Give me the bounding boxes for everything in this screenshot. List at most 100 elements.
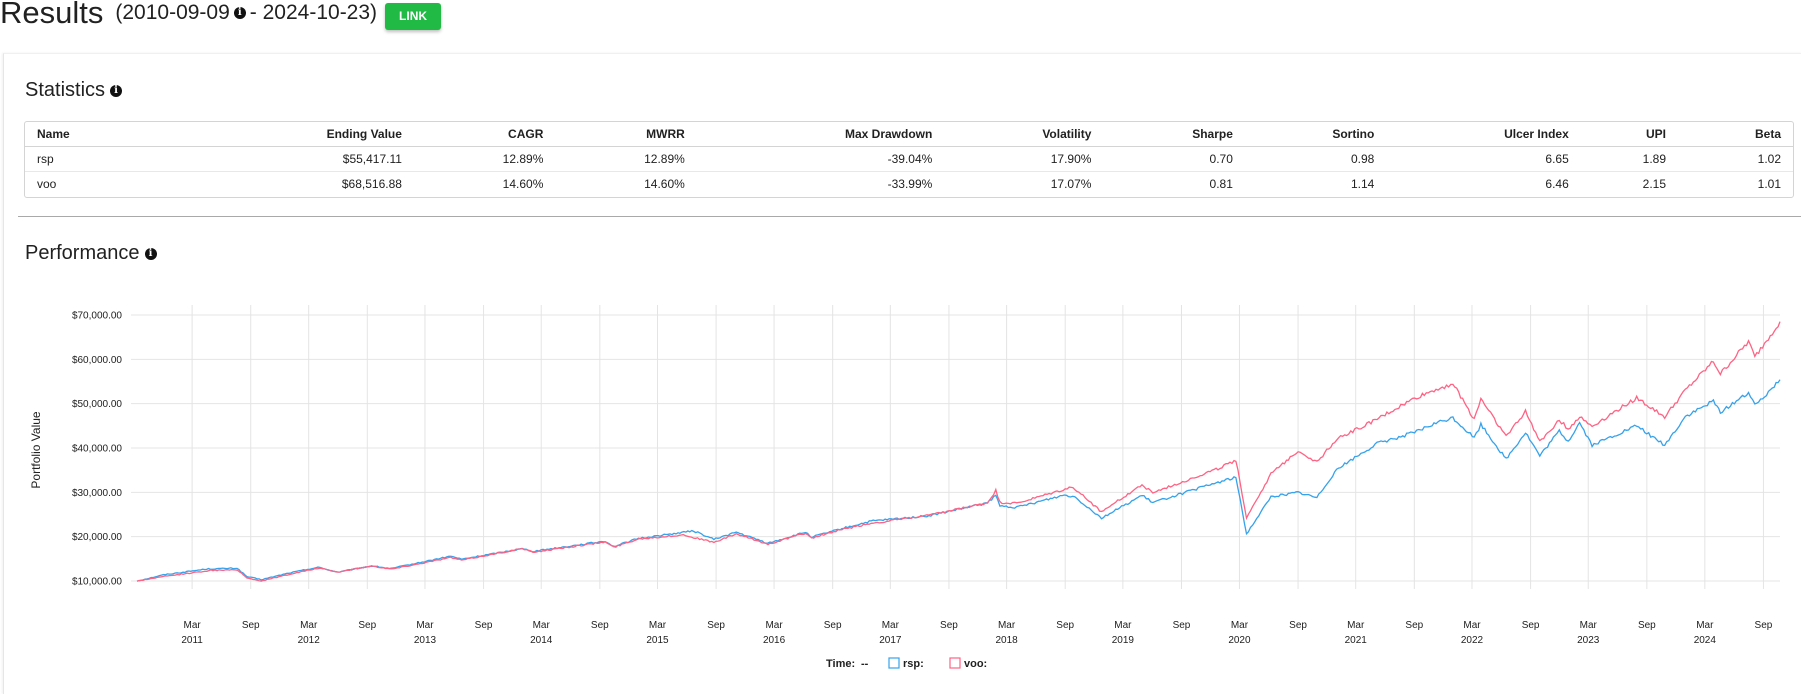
- info-icon[interactable]: i: [110, 84, 123, 97]
- section-divider: [18, 216, 1801, 217]
- table-cell: $55,417.11: [254, 146, 414, 172]
- y-tick-label: $50,000.00: [72, 399, 122, 410]
- table-cell: 12.89%: [413, 146, 556, 172]
- column-header[interactable]: Sortino: [1244, 122, 1387, 147]
- table-cell: 12.89%: [555, 146, 697, 172]
- legend-entry-rsp[interactable]: rsp:: [903, 658, 924, 670]
- table-cell: 6.65: [1386, 146, 1581, 172]
- x-tick-month: Sep: [591, 620, 609, 631]
- x-tick-month: Sep: [1522, 620, 1540, 631]
- column-header[interactable]: Sharpe: [1103, 122, 1245, 147]
- table-cell: voo: [37, 177, 57, 191]
- y-axis-title: Portfolio Value: [29, 411, 43, 488]
- series-line-voo[interactable]: [136, 321, 1781, 582]
- column-header[interactable]: Ulcer Index: [1386, 122, 1581, 147]
- x-tick-month: Sep: [1638, 620, 1656, 631]
- x-tick-month: Mar: [1114, 620, 1132, 631]
- table-header-row: Name Ending Value CAGR MWRR Max Drawdown Vola…: [25, 122, 1793, 147]
- results-header: Results (2010-09-09 i - 2024-10-23) LINK: [0, 0, 442, 33]
- column-header[interactable]: Beta: [1678, 122, 1793, 147]
- x-tick-month: Mar: [1463, 620, 1481, 631]
- column-header[interactable]: Max Drawdown: [696, 122, 945, 147]
- column-header[interactable]: Volatility: [944, 122, 1104, 147]
- table-cell: -33.99%: [887, 177, 933, 191]
- column-header[interactable]: Ending Value: [254, 122, 414, 147]
- table-cell: 2.15: [1642, 177, 1667, 191]
- x-tick-month: Mar: [416, 620, 434, 631]
- info-icon[interactable]: i: [144, 247, 157, 260]
- x-tick-year: 2024: [1694, 635, 1717, 646]
- x-tick-year: 2011: [181, 635, 203, 646]
- table-cell: -39.04%: [696, 146, 945, 172]
- table-body: rsp $55,417.11 12.89% 12.89% -39.04% 17.90% 0.…: [25, 146, 1793, 197]
- performance-title-text: Performance: [25, 242, 140, 264]
- x-tick-year: 2018: [995, 635, 1018, 646]
- x-tick-year: 2015: [646, 635, 669, 646]
- statistics-title: Statistics i: [25, 79, 126, 102]
- column-header[interactable]: UPI: [1580, 122, 1679, 147]
- date-range-start: (2010-09-09: [115, 1, 230, 24]
- x-tick-month: Mar: [1580, 620, 1598, 631]
- statistics-title-text: Statistics: [25, 79, 106, 101]
- table-cell: 14.60%: [644, 177, 685, 191]
- legend-swatch-rsp[interactable]: [888, 657, 900, 669]
- column-header[interactable]: MWRR: [555, 122, 697, 147]
- x-tick-month: Mar: [300, 620, 318, 631]
- table-cell: 1.01: [1757, 177, 1781, 191]
- x-tick-month: Sep: [940, 620, 958, 631]
- chart-legend: Time: -- rsp: voo:: [826, 657, 987, 670]
- table-cell: 17.90%: [944, 146, 1104, 172]
- series-line-rsp[interactable]: [136, 379, 1781, 582]
- y-tick-label: $40,000.00: [72, 444, 122, 455]
- x-tick-month: Sep: [242, 620, 260, 631]
- x-tick-year: 2023: [1577, 635, 1600, 646]
- table-cell: 0.70: [1103, 146, 1245, 172]
- y-tick-label: $60,000.00: [72, 355, 122, 366]
- x-tick-month: Sep: [1289, 620, 1307, 631]
- table-cell: 0.98: [1244, 146, 1387, 172]
- x-tick-year: 2017: [879, 635, 902, 646]
- x-tick-month: Mar: [882, 620, 900, 631]
- table-cell: $68,516.88: [341, 177, 402, 191]
- x-tick-year: 2013: [414, 635, 437, 646]
- date-range-end: - 2024-10-23): [249, 1, 378, 24]
- y-tick-label: $70,000.00: [72, 311, 122, 322]
- x-tick-month: Sep: [475, 620, 493, 631]
- info-icon[interactable]: i: [233, 7, 246, 19]
- y-tick-label: $30,000.00: [72, 488, 122, 499]
- x-tick-month: Mar: [1347, 620, 1365, 631]
- x-tick-month: Sep: [707, 620, 725, 631]
- table-cell: 17.07%: [1050, 177, 1092, 191]
- performance-title: Performance i: [25, 242, 161, 265]
- table-cell: 14.60%: [502, 177, 544, 191]
- performance-chart[interactable]: $10,000.00 $20,000.00 $30,000.00 $40,000.00…: [0, 275, 1801, 681]
- table-cell: 1.14: [1350, 177, 1375, 191]
- statistics-table-container: Name Ending Value CAGR MWRR Max Drawdown Vola…: [24, 121, 1794, 198]
- table-cell: rsp: [25, 146, 255, 172]
- x-tick-month: Sep: [824, 620, 842, 631]
- x-tick-year: 2022: [1461, 635, 1484, 646]
- x-tick-year: 2020: [1228, 635, 1251, 646]
- column-header[interactable]: CAGR: [413, 122, 556, 147]
- column-header[interactable]: Name: [25, 122, 255, 147]
- legend-time-value: --: [861, 658, 869, 670]
- table-cell: 6.46: [1545, 177, 1569, 191]
- x-tick-year: 2019: [1112, 635, 1135, 646]
- x-tick-month: Mar: [1696, 620, 1714, 631]
- y-tick-label: $10,000.00: [72, 577, 122, 588]
- x-tick-month: Sep: [358, 620, 376, 631]
- x-tick-month: Mar: [998, 620, 1016, 631]
- x-tick-month: Sep: [1056, 620, 1074, 631]
- x-tick-month: Mar: [765, 620, 783, 631]
- x-tick-month: Sep: [1755, 620, 1773, 631]
- legend-swatch-voo[interactable]: [949, 657, 961, 669]
- table-cell: 1.02: [1678, 146, 1793, 172]
- chart-grid: [131, 305, 1780, 589]
- y-tick-label: $20,000.00: [72, 532, 122, 543]
- x-tick-month: Mar: [1231, 620, 1249, 631]
- table-row: voo $68,516.88 14.60% 14.60% -33.99% 17.07% 0.…: [25, 172, 1793, 197]
- chart-series: [136, 321, 1781, 582]
- link-button[interactable]: LINK: [385, 2, 442, 30]
- legend-entry-voo[interactable]: voo:: [964, 658, 987, 670]
- date-range: (2010-09-09 i - 2024-10-23): [115, 1, 377, 25]
